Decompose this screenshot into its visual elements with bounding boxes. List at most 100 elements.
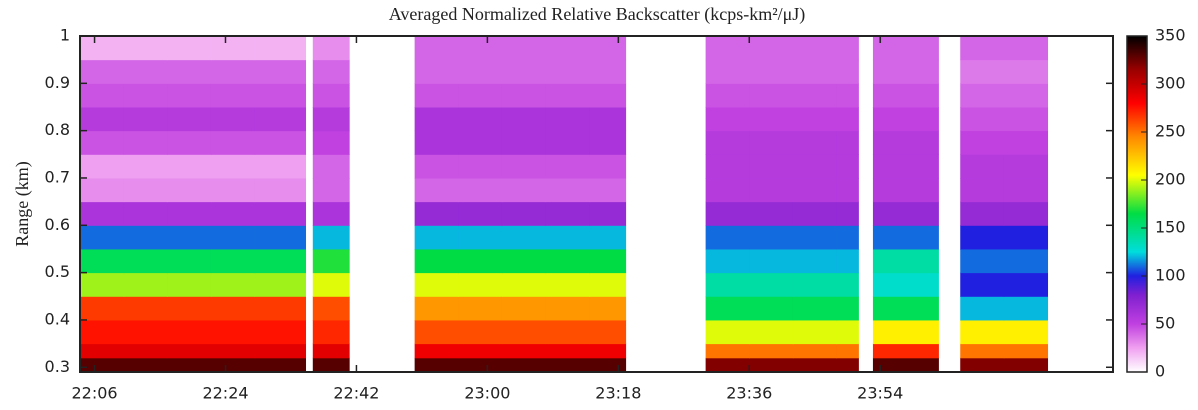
heatmap-cell <box>80 131 124 155</box>
heatmap-cell <box>546 225 590 249</box>
heatmap-cell <box>546 36 590 60</box>
heatmap-cell <box>960 296 1004 320</box>
heatmap-cell <box>502 154 546 178</box>
x-tick-label: 23:36 <box>726 384 772 403</box>
heatmap-cell <box>502 83 546 107</box>
heatmap-cell <box>211 358 255 373</box>
heatmap-cell <box>313 249 350 273</box>
heatmap-cell <box>873 249 939 273</box>
heatmap-cell <box>415 107 459 131</box>
heatmap-cell <box>1004 60 1048 84</box>
heatmap-cell <box>313 320 350 344</box>
heatmap-cell <box>960 131 1004 155</box>
heatmap-cell <box>124 344 168 359</box>
heatmap-cell <box>458 296 502 320</box>
heatmap-cell <box>873 225 939 249</box>
heatmap-cell <box>502 178 546 202</box>
heatmap-cell <box>837 296 859 320</box>
heatmap-cell <box>255 83 306 107</box>
colorbar-tick-label: 250 <box>1155 122 1186 141</box>
heatmap-cell <box>167 107 211 131</box>
heatmap-cell <box>124 225 168 249</box>
heatmap-cell <box>211 36 255 60</box>
x-tick-label: 23:18 <box>595 384 641 403</box>
heatmap-cell <box>415 131 459 155</box>
heatmap-cell <box>80 36 124 60</box>
heatmap-cell <box>1004 154 1048 178</box>
heatmap-cell <box>124 36 168 60</box>
heatmap-cell <box>458 320 502 344</box>
colorbar-tick-label: 350 <box>1155 26 1186 45</box>
colorbar-tick-label: 100 <box>1155 266 1186 285</box>
heatmap-cell <box>167 60 211 84</box>
y-axis-label: Range (km) <box>12 161 33 246</box>
heatmap-cell <box>873 36 939 60</box>
y-tick-label: 0.4 <box>45 309 70 328</box>
heatmap-cell <box>546 273 590 297</box>
heatmap-cell <box>313 296 350 320</box>
heatmap-cell <box>837 60 859 84</box>
heatmap-cell <box>873 320 939 344</box>
heatmap-cell <box>749 273 793 297</box>
heatmap-cell <box>255 320 306 344</box>
heatmap-cell <box>873 154 939 178</box>
heatmap-cell <box>255 249 306 273</box>
heatmap-cell <box>793 36 837 60</box>
heatmap-cell <box>211 273 255 297</box>
heatmap-cell <box>80 83 124 107</box>
heatmap-cell <box>873 60 939 84</box>
colorbar-tick-label: 200 <box>1155 170 1186 189</box>
heatmap-cell <box>749 358 793 373</box>
heatmap-cell <box>873 344 939 359</box>
heatmap-cell <box>960 225 1004 249</box>
y-tick-label: 0.8 <box>45 120 70 139</box>
heatmap-cell <box>589 358 626 373</box>
heatmap-cell <box>167 273 211 297</box>
heatmap-cell <box>124 107 168 131</box>
heatmap-cell <box>124 131 168 155</box>
heatmap-cell <box>960 249 1004 273</box>
heatmap-cell <box>960 36 1004 60</box>
heatmap-cell <box>211 178 255 202</box>
heatmap-cell <box>793 273 837 297</box>
heatmap-cell <box>546 320 590 344</box>
heatmap-cell <box>546 154 590 178</box>
y-tick-label: 0.7 <box>45 167 70 186</box>
heatmap-cell <box>793 358 837 373</box>
heatmap-cell <box>80 154 124 178</box>
heatmap-cell <box>167 249 211 273</box>
heatmap-cell <box>80 296 124 320</box>
y-tick-label: 0.3 <box>45 357 70 376</box>
heatmap-cell <box>837 36 859 60</box>
heatmap-cell <box>502 358 546 373</box>
heatmap-cell <box>1004 320 1048 344</box>
x-tick-label: 23:00 <box>464 384 510 403</box>
heatmap-cell <box>793 131 837 155</box>
heatmap-cell <box>546 296 590 320</box>
heatmap-cell <box>502 225 546 249</box>
heatmap-cell <box>1004 202 1048 226</box>
heatmap-cell <box>749 178 793 202</box>
heatmap-cell <box>706 225 750 249</box>
heatmap-cell <box>749 83 793 107</box>
heatmap-cell <box>837 202 859 226</box>
heatmap-cell <box>706 83 750 107</box>
heatmap-cell <box>167 296 211 320</box>
heatmap-cell <box>255 131 306 155</box>
heatmap-cell <box>1004 249 1048 273</box>
heatmap-cell <box>80 60 124 84</box>
heatmap-cell <box>502 249 546 273</box>
heatmap-cell <box>706 358 750 373</box>
heatmap-cell <box>167 358 211 373</box>
heatmap-cell <box>960 154 1004 178</box>
heatmap-cell <box>749 60 793 84</box>
heatmap-cell <box>458 60 502 84</box>
heatmap-cell <box>211 83 255 107</box>
heatmap-cell <box>167 178 211 202</box>
heatmap-cell <box>546 83 590 107</box>
heatmap-cell <box>458 83 502 107</box>
heatmap-cell <box>313 358 350 373</box>
heatmap-cell <box>124 249 168 273</box>
heatmap-cell <box>255 60 306 84</box>
heatmap-cell <box>1004 107 1048 131</box>
